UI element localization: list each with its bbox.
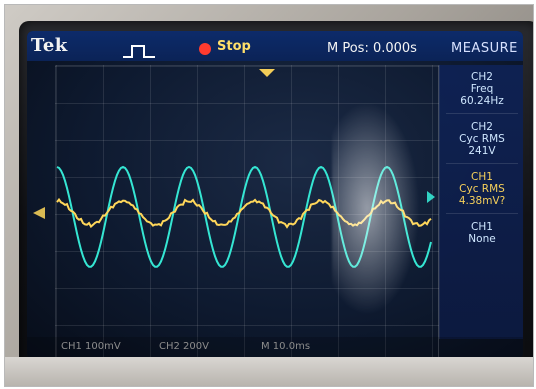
measure-1-type: Freq bbox=[470, 83, 494, 95]
measure-item-4: CH1 None bbox=[440, 221, 523, 245]
measure-2-value: 241V bbox=[468, 145, 496, 157]
measure-4-type: None bbox=[468, 233, 496, 245]
measure-3-channel: CH1 bbox=[471, 171, 493, 183]
scope-bottom-bar: CH1 100mV CH2 200V M 10.0ms bbox=[27, 337, 523, 359]
measure-1-channel: CH2 bbox=[471, 71, 493, 83]
trigger-level-marker bbox=[427, 191, 435, 203]
measure-item-3: CH1 Cyc RMS 4.38mV? bbox=[440, 171, 523, 207]
scope-photo: Tek Stop M Pos: 0.000s MEASURE CH2 Freq … bbox=[4, 4, 534, 387]
scope-base-ledge bbox=[5, 357, 533, 386]
ch1-scale: CH1 100mV bbox=[61, 341, 121, 352]
measure-separator bbox=[446, 213, 518, 214]
measure-1-value: 60.24Hz bbox=[460, 95, 504, 107]
measure-panel: CH2 Freq 60.24Hz CH2 Cyc RMS 241V CH1 Cy… bbox=[439, 65, 523, 339]
ch2-scale: CH2 200V bbox=[159, 341, 209, 352]
brand-logo: Tek bbox=[31, 35, 68, 56]
measure-4-channel: CH1 bbox=[471, 221, 493, 233]
measure-separator bbox=[446, 163, 518, 164]
measure-3-type: Cyc RMS bbox=[459, 183, 505, 195]
scope-top-bar: Tek Stop M Pos: 0.000s MEASURE bbox=[27, 31, 523, 61]
horizontal-position: M Pos: 0.000s bbox=[327, 41, 417, 56]
trigger-marker bbox=[259, 69, 275, 77]
measure-3-value: 4.38mV? bbox=[458, 195, 506, 207]
ch2-waveform bbox=[56, 165, 432, 268]
timebase: M 10.0ms bbox=[261, 341, 311, 352]
ch1-waveform bbox=[56, 197, 432, 229]
measure-separator bbox=[446, 113, 518, 114]
measure-2-type: Cyc RMS bbox=[459, 133, 505, 145]
stop-indicator-icon bbox=[199, 43, 211, 55]
measure-title: MEASURE bbox=[451, 41, 518, 56]
measure-2-channel: CH2 bbox=[471, 121, 493, 133]
run-status: Stop bbox=[217, 39, 251, 54]
trigger-pulse-icon bbox=[123, 45, 155, 58]
scope-screen: Tek Stop M Pos: 0.000s MEASURE CH2 Freq … bbox=[27, 31, 523, 359]
ch1-ground-marker bbox=[33, 207, 45, 219]
measure-item-1: CH2 Freq 60.24Hz bbox=[440, 71, 523, 107]
measure-item-2: CH2 Cyc RMS 241V bbox=[440, 121, 523, 157]
